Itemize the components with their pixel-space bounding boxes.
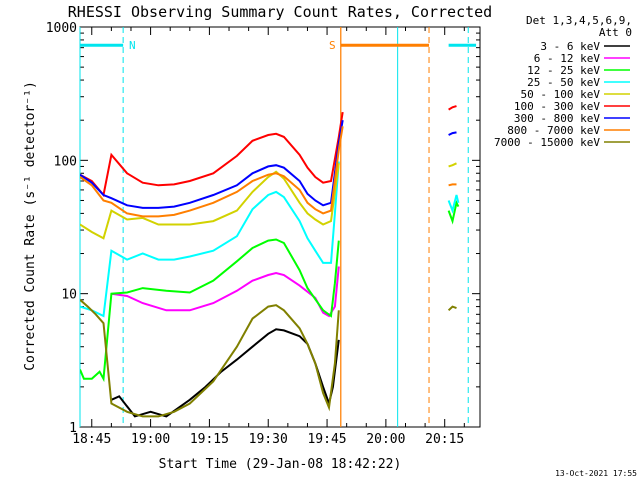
series-1	[111, 266, 340, 318]
series-line	[80, 163, 340, 240]
series-line	[80, 161, 340, 318]
legend-label: 300 - 800 keV	[514, 112, 600, 125]
x-tick-label: 19:30	[249, 432, 288, 447]
series-3	[80, 161, 460, 318]
series-line-late	[448, 162, 457, 168]
legend-label: 6 - 12 keV	[534, 52, 601, 65]
series-4	[80, 162, 457, 240]
x-tick-label: 20:00	[366, 432, 405, 447]
series-6	[80, 120, 457, 209]
x-axis-label: Start Time (29-Jan-08 18:42:22)	[159, 457, 402, 472]
timestamp: 13-Oct-2021 17:55	[555, 469, 637, 478]
series-line	[80, 299, 340, 418]
series-line	[111, 266, 340, 318]
x-tick-label: 19:45	[307, 432, 346, 447]
series-5	[80, 105, 457, 198]
legend-label: 800 - 7000 keV	[507, 124, 600, 137]
chart-title: RHESSI Observing Summary Count Rates, Co…	[68, 3, 492, 21]
series-line-late	[447, 305, 457, 312]
series-2	[80, 199, 460, 383]
series-line-late	[448, 131, 457, 136]
series-line-late	[447, 199, 460, 225]
plot-frame	[79, 26, 481, 428]
series-line-late	[447, 194, 460, 214]
legend-label: 7000 - 15000 keV	[494, 136, 600, 149]
series-line	[80, 126, 344, 218]
series-line	[80, 120, 344, 209]
y-tick-label: 10	[61, 288, 77, 303]
x-tick-label: 19:15	[190, 432, 229, 447]
legend-label: 3 - 6 keV	[540, 40, 600, 53]
legend-label: 50 - 100 keV	[521, 88, 601, 101]
series-line	[110, 328, 340, 418]
legend-label: 25 - 50 keV	[527, 76, 600, 89]
series-line-late	[448, 105, 457, 111]
y-tick-label: 100	[54, 154, 77, 169]
y-tick-label: 1000	[46, 21, 77, 36]
series-0	[110, 328, 340, 418]
legend-header: Det 1,3,4,5,6,9,	[526, 14, 632, 27]
legend-label: 100 - 300 keV	[514, 100, 600, 113]
y-axis-label: Corrected Count Rate (s⁻¹ detector⁻¹)	[23, 81, 38, 371]
legend-label: 12 - 25 keV	[527, 64, 600, 77]
x-tick-label: 20:15	[425, 432, 464, 447]
y-tick-label: 1	[69, 421, 77, 436]
series-line-late	[448, 183, 457, 187]
series-7	[80, 126, 457, 218]
flag-label: S	[329, 39, 336, 52]
flag-label: N	[129, 39, 136, 52]
x-tick-label: 19:00	[131, 432, 170, 447]
series-8	[80, 299, 457, 418]
series-line	[80, 238, 340, 383]
plot-area: 1 10 100 1000 18:45 19:00 19:15 19:30 19:45 20:00…	[46, 21, 481, 447]
series-line	[80, 111, 344, 198]
x-tick-label: 18:45	[72, 432, 111, 447]
legend-header: Att 0	[599, 26, 632, 39]
